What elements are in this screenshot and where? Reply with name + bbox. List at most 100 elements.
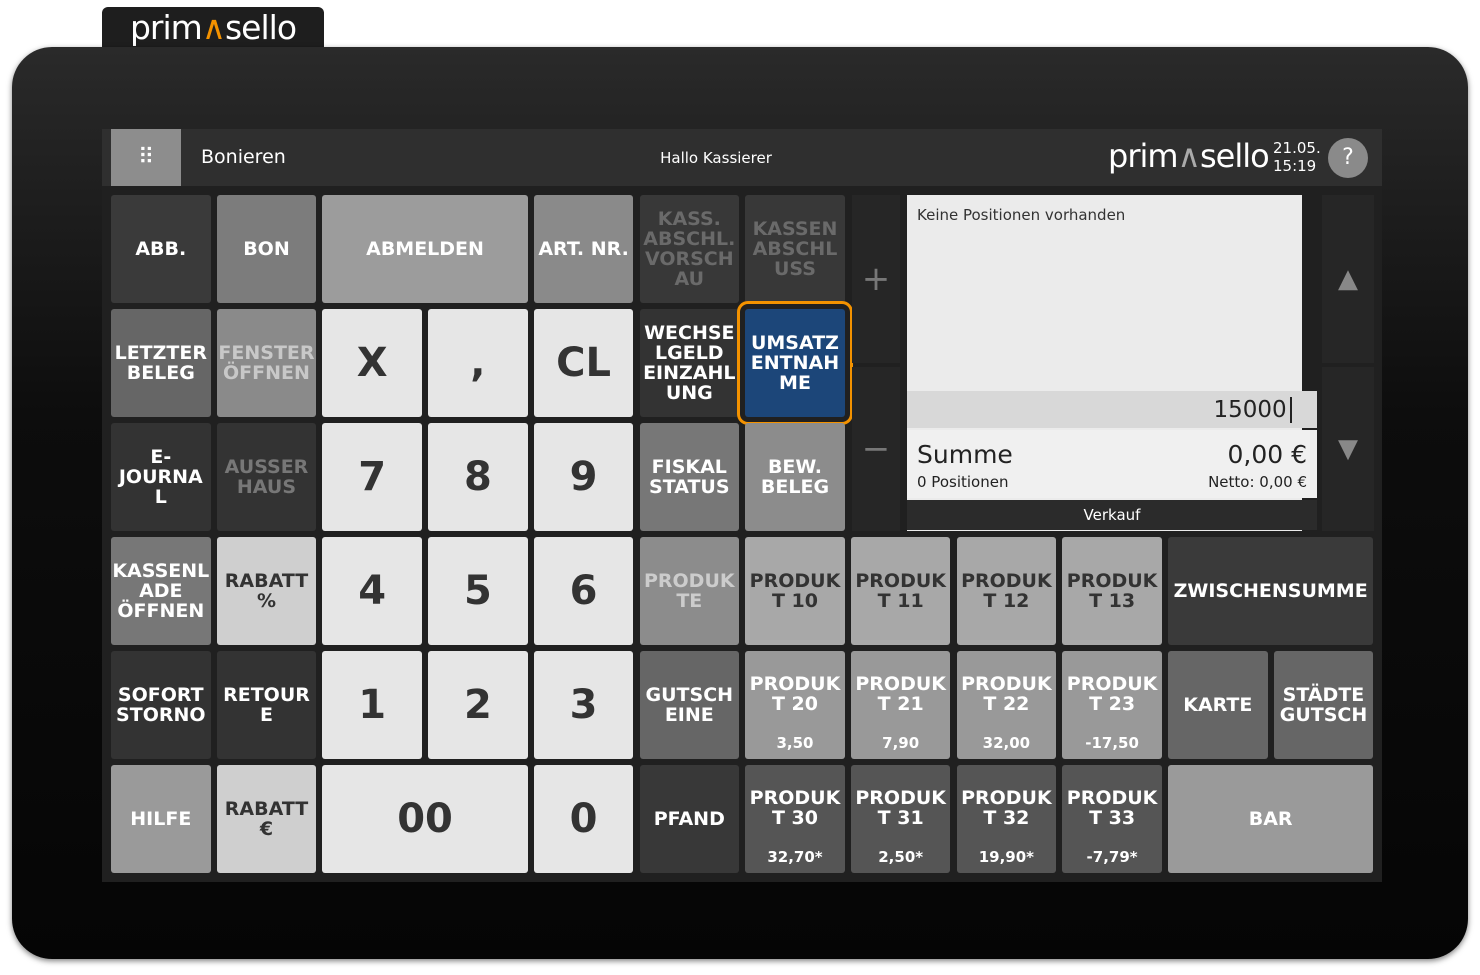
abmelden-button[interactable]: ABMELDEN xyxy=(322,195,528,303)
produk-t-33-button[interactable]: PRODUK T 33 -7,79* xyxy=(1062,765,1162,873)
bar-button[interactable]: BAR xyxy=(1168,765,1374,873)
pfand-button[interactable]: PFAND xyxy=(639,765,740,873)
button-label: ABMELDEN xyxy=(366,238,484,260)
letzter-beleg-button[interactable]: LETZTER BELEG xyxy=(111,309,211,417)
5-button[interactable]: 5 xyxy=(428,537,528,645)
logo-text: sello xyxy=(1199,137,1270,175)
button-label: 3 xyxy=(569,682,598,728)
plus-button[interactable]: + xyxy=(852,195,900,363)
button-label: 0 xyxy=(569,796,598,842)
sofort-storno-button[interactable]: SOFORT STORNO xyxy=(111,651,211,759)
kassen-abschl-uss-button[interactable]: KASSEN ABSCHL USS xyxy=(745,195,845,303)
1-button[interactable]: 1 xyxy=(322,651,422,759)
greeting: Hallo Kassierer xyxy=(660,149,772,167)
cursor xyxy=(1289,397,1299,423)
page-title: Bonieren xyxy=(201,146,286,168)
0-button[interactable]: 0 xyxy=(533,765,634,873)
header: ⠿ Bonieren Hallo Kassierer prim∧sello 21… xyxy=(102,129,1382,186)
price-label: 19,90* xyxy=(978,848,1035,866)
e-journa-l-button[interactable]: E- JOURNA L xyxy=(111,423,211,531)
hilfe-button[interactable]: HILFE xyxy=(111,765,211,873)
button-label: 4 xyxy=(358,568,387,614)
button-label: PRODUK T 22 xyxy=(961,673,1052,715)
produk-t-10-button[interactable]: PRODUK T 10 xyxy=(745,537,845,645)
6-button[interactable]: 6 xyxy=(533,537,634,645)
button-label: PRODUK T 10 xyxy=(749,570,841,612)
header-logo: prim∧sello xyxy=(1108,137,1270,175)
kass-abschl-vorsch-au-button[interactable]: KASS. ABSCHL. VORSCH AU xyxy=(639,195,740,303)
produk-t-23-button[interactable]: PRODUK T 23 -17,50 xyxy=(1062,651,1162,759)
price-label: -7,79* xyxy=(1086,848,1138,866)
button-label: 5 xyxy=(463,568,492,614)
städte-gutsch-button[interactable]: STÄDTE GUTSCH xyxy=(1273,651,1374,759)
4-button[interactable]: 4 xyxy=(322,537,422,645)
zwischensumme-button[interactable]: ZWISCHENSUMME xyxy=(1168,537,1374,645)
price-label: 32,00 xyxy=(982,734,1031,752)
rabatt-button[interactable]: RABATT € xyxy=(216,765,317,873)
bon-button[interactable]: BON xyxy=(216,195,317,303)
scroll-down-button[interactable]: ▼ xyxy=(1322,367,1374,531)
button-label: BON xyxy=(243,238,290,260)
button-label: WECHSE LGELD EINZAHL UNG xyxy=(643,322,736,404)
empty-message: Keine Positionen vorhanden xyxy=(917,206,1126,224)
abb-button[interactable]: ABB. xyxy=(111,195,211,303)
produk-t-31-button[interactable]: PRODUK T 31 2,50* xyxy=(850,765,951,873)
button-label: X xyxy=(356,340,388,386)
help-button[interactable]: ? xyxy=(1328,138,1368,178)
produk-t-11-button[interactable]: PRODUK T 11 xyxy=(850,537,951,645)
ausser-haus-button[interactable]: AUSSER HAUS xyxy=(216,423,317,531)
button-label: PRODUK T 20 xyxy=(749,673,841,715)
button-label: ZWISCHENSUMME xyxy=(1173,580,1368,602)
7-button[interactable]: 7 xyxy=(322,423,422,531)
fenster-öffnen-button[interactable]: FENSTER ÖFFNEN xyxy=(216,309,317,417)
button-label: 2 xyxy=(463,682,492,728)
button-label: 7 xyxy=(358,454,387,500)
art-nr-button[interactable]: ART. NR. xyxy=(533,195,634,303)
button-label: PRODUK T 23 xyxy=(1066,673,1158,715)
key-button[interactable]: , xyxy=(428,309,528,417)
bew-beleg-button[interactable]: BEW. BELEG xyxy=(745,423,845,531)
9-button[interactable]: 9 xyxy=(533,423,634,531)
logo-text: prim xyxy=(129,8,203,47)
scroll-up-button[interactable]: ▲ xyxy=(1322,195,1374,363)
2-button[interactable]: 2 xyxy=(428,651,528,759)
positions-count: 0 Positionen xyxy=(917,473,1009,491)
karte-button[interactable]: KARTE xyxy=(1168,651,1268,759)
produk-t-32-button[interactable]: PRODUK T 32 19,90* xyxy=(956,765,1057,873)
8-button[interactable]: 8 xyxy=(428,423,528,531)
3-button[interactable]: 3 xyxy=(533,651,634,759)
button-label: KASSEN ABSCHL USS xyxy=(752,218,838,280)
minus-button[interactable]: − xyxy=(852,367,900,531)
fiskal-status-button[interactable]: FISKAL STATUS xyxy=(639,423,740,531)
produk-t-30-button[interactable]: PRODUK T 30 32,70* xyxy=(745,765,845,873)
button-label: 6 xyxy=(569,568,598,614)
produk-te-button[interactable]: PRODUK TE xyxy=(639,537,740,645)
price-label: -17,50 xyxy=(1085,734,1139,752)
logo-text: sello xyxy=(224,8,297,47)
menu-button[interactable]: ⠿ xyxy=(111,129,181,186)
pos-screen: ⠿ Bonieren Hallo Kassierer prim∧sello 21… xyxy=(102,129,1382,882)
button-label: AUSSER HAUS xyxy=(224,456,309,498)
produk-t-12-button[interactable]: PRODUK T 12 xyxy=(956,537,1057,645)
price-label: 3,50 xyxy=(776,734,814,752)
produk-t-22-button[interactable]: PRODUK T 22 32,00 xyxy=(956,651,1057,759)
button-label: RABATT € xyxy=(224,798,309,840)
umsatz-entnah-me-button[interactable]: UMSATZ ENTNAH ME xyxy=(737,301,853,425)
x-button[interactable]: X xyxy=(322,309,422,417)
gutsch-eine-button[interactable]: GUTSCH EINE xyxy=(639,651,740,759)
cl-button[interactable]: CL xyxy=(533,309,634,417)
retour-e-button[interactable]: RETOUR E xyxy=(216,651,317,759)
sum-value: 0,00 € xyxy=(1227,440,1307,469)
wechse-lgeld-einzahl-ung-button[interactable]: WECHSE LGELD EINZAHL UNG xyxy=(639,309,740,417)
logo-accent: ∧ xyxy=(201,8,226,47)
button-label: RABATT % xyxy=(224,570,309,612)
rabatt-button[interactable]: RABATT % xyxy=(216,537,317,645)
produk-t-13-button[interactable]: PRODUK T 13 xyxy=(1062,537,1162,645)
produk-t-21-button[interactable]: PRODUK T 21 7,90 xyxy=(850,651,951,759)
minus-icon: − xyxy=(861,429,891,469)
button-label: BAR xyxy=(1248,808,1293,830)
kassenl-ade-öffnen-button[interactable]: KASSENL ADE ÖFFNEN xyxy=(111,537,211,645)
amount-input[interactable]: 15000 xyxy=(907,391,1317,428)
produk-t-20-button[interactable]: PRODUK T 20 3,50 xyxy=(745,651,845,759)
00-button[interactable]: 00 xyxy=(322,765,528,873)
